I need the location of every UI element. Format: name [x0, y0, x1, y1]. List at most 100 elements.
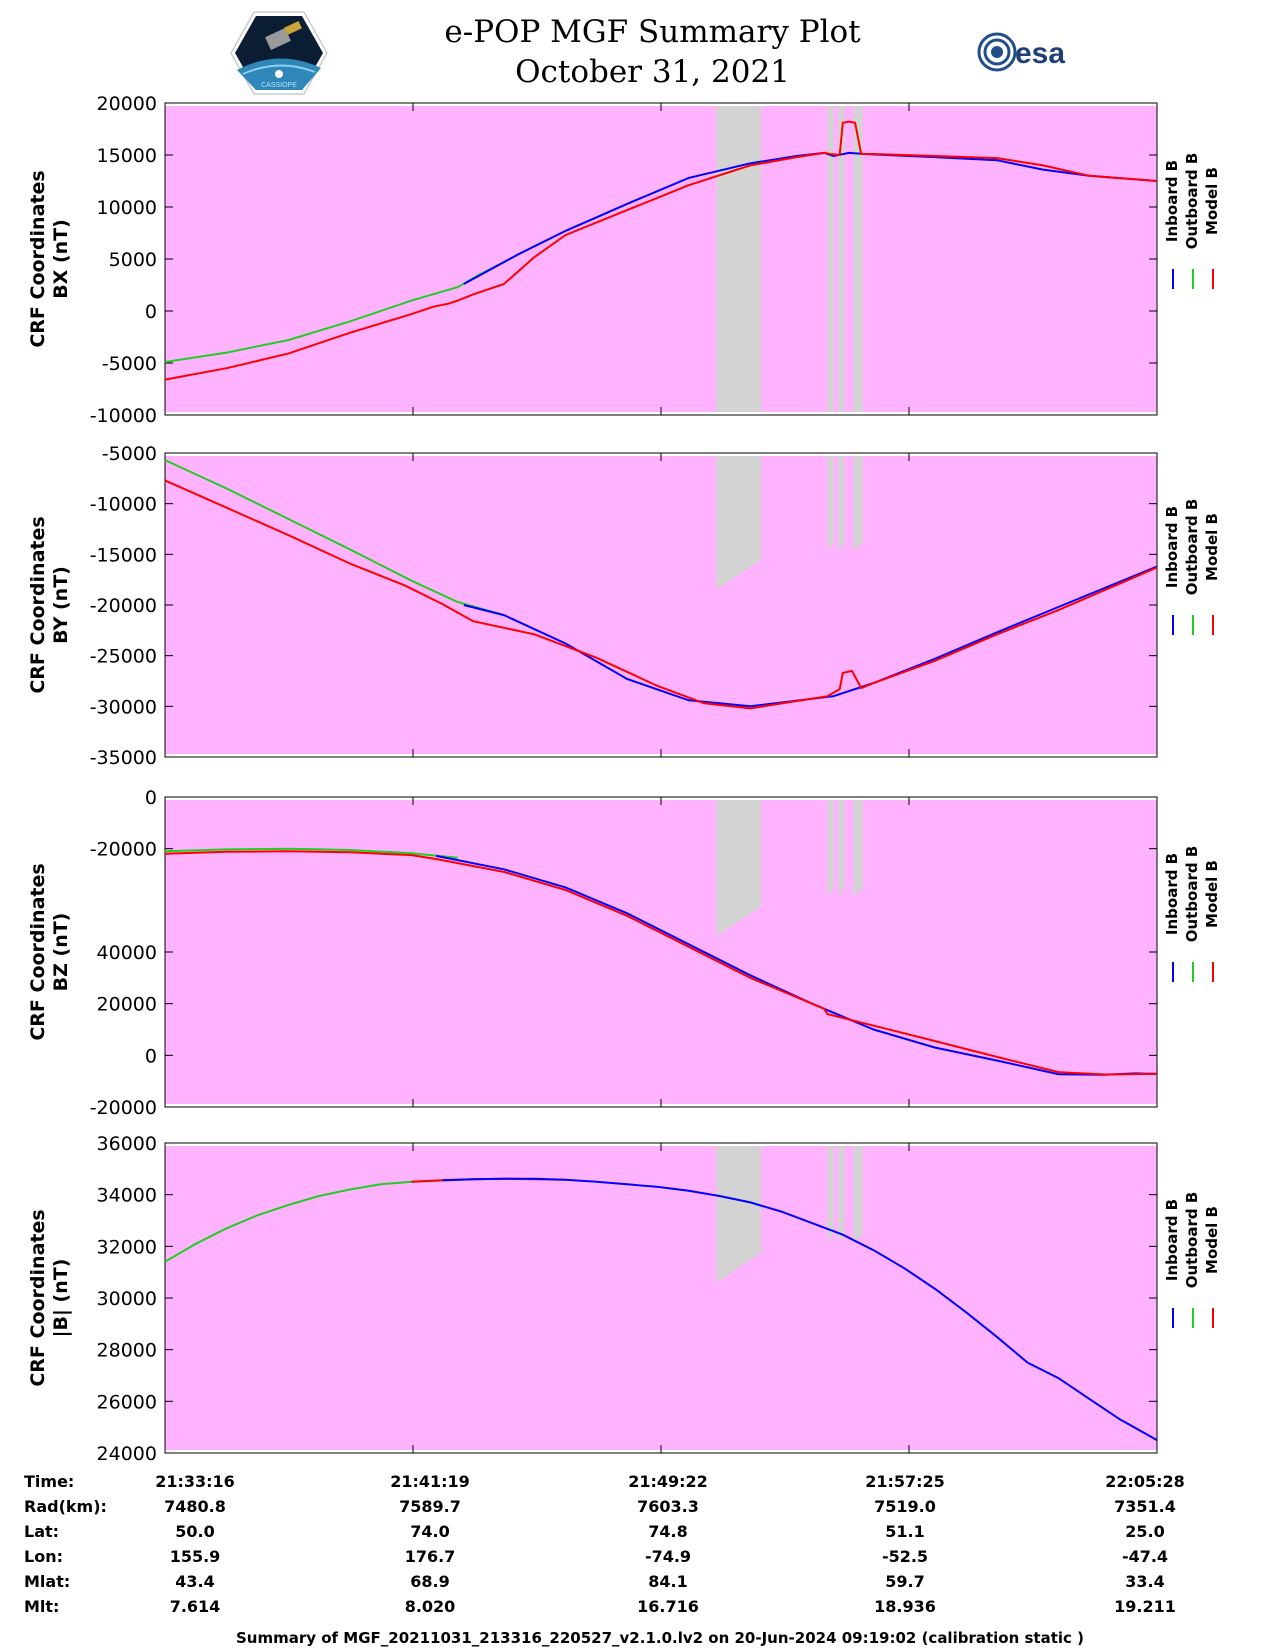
data-gap-band [827, 800, 834, 897]
table-row-label: Lat: [24, 1522, 60, 1541]
y-tick-label: -5000 [102, 353, 157, 375]
legend-label: Model B [1203, 860, 1221, 928]
y-tick-label: 24000 [97, 1443, 157, 1465]
data-gap-band [838, 456, 845, 551]
plot-background [165, 106, 1157, 412]
y-axis-label-line2: BZ (nT) [50, 913, 72, 992]
legend-label: Inboard B [1163, 1199, 1181, 1281]
legend: Inboard B Outboard B Model B [1163, 153, 1221, 289]
y-axis-label: CRF Coordinates|B| (nT) [27, 1209, 72, 1386]
table-cell: 155.9 [169, 1547, 221, 1566]
table-cell: 7480.8 [164, 1497, 226, 1516]
y-tick-label: -20000 [90, 839, 157, 861]
y-tick-label: -10000 [90, 405, 157, 427]
y-axis-label-line1: CRF Coordinates [27, 170, 49, 347]
plot-title: e-POP MGF Summary Plot [444, 14, 861, 50]
y-tick-label: 26000 [97, 1391, 157, 1413]
y-tick-label: -10000 [90, 494, 157, 516]
y-axis-label-line1: CRF Coordinates [27, 516, 49, 693]
series-model-b [164, 479, 1158, 710]
x-tick-label: 22:05:28 [1105, 1472, 1185, 1491]
plot-background [165, 800, 1157, 1104]
y-axis-label-line1: CRF Coordinates [27, 1209, 49, 1386]
table-cell: 18.936 [874, 1597, 936, 1616]
legend-label: Inboard B [1163, 160, 1181, 242]
legend-label: Outboard B [1183, 846, 1201, 943]
legend-label: Inboard B [1163, 506, 1181, 588]
plot-date: October 31, 2021 [515, 54, 790, 90]
table-cell: 7.614 [169, 1597, 221, 1616]
y-tick-label: -25000 [90, 646, 157, 668]
table-cell: -52.5 [881, 1547, 929, 1566]
panel-2: -5000 -10000 -15000 -20000 -25000 -30000 -3500… [27, 443, 1221, 769]
y-tick-label: 10000 [97, 197, 157, 219]
data-gap-band [838, 1146, 845, 1243]
y-tick-label: 0 [145, 301, 157, 323]
y-axis-label-line2: BX (nT) [50, 219, 72, 299]
footer-caption: Summary of MGF_20211031_213316_220527_v2… [235, 1629, 1084, 1647]
table-cell: 176.7 [404, 1547, 456, 1566]
y-axis-label-line2: |B| (nT) [50, 1259, 72, 1338]
table-cell: 7589.7 [399, 1497, 461, 1516]
y-tick-label: 28000 [97, 1340, 157, 1362]
data-gap-band [716, 800, 762, 937]
data-gap-band [827, 1146, 834, 1243]
y-tick-label: 0 [145, 787, 157, 809]
cassiope-logo: CASSIOPE [230, 11, 328, 95]
table-cell: 74.8 [648, 1522, 688, 1541]
y-tick-label: -35000 [90, 747, 157, 769]
table-cell: 8.020 [404, 1597, 456, 1616]
data-gap-band [838, 106, 845, 412]
legend-label: Model B [1203, 167, 1221, 235]
y-tick-label: 20000 [97, 93, 157, 115]
table-cell: 16.716 [637, 1597, 699, 1616]
y-axis-label-line1: CRF Coordinates [27, 863, 49, 1040]
table-cell: 68.9 [410, 1572, 450, 1591]
esa-logo-text: esa [1015, 37, 1065, 70]
cassiope-logo-text: CASSIOPE [261, 82, 297, 89]
table-cell: 7351.4 [1114, 1497, 1176, 1516]
table-cell: -47.4 [1121, 1547, 1169, 1566]
legend-label: Outboard B [1183, 499, 1201, 596]
x-tick-label: 21:33:16 [155, 1472, 235, 1491]
data-gap-band [827, 106, 834, 412]
legend-label: Outboard B [1183, 1192, 1201, 1289]
legend-label: Model B [1203, 513, 1221, 581]
table-cell: -74.9 [644, 1547, 692, 1566]
series-model-b [164, 850, 1158, 1076]
y-axis-label: CRF CoordinatesBX (nT) [27, 170, 72, 347]
y-tick-label: -15000 [90, 544, 157, 566]
y-tick-label: -5000 [102, 443, 157, 465]
table-cell: 25.0 [1125, 1522, 1165, 1541]
table-cell: 74.0 [410, 1522, 450, 1541]
data-gap-band [716, 456, 762, 590]
table-row-label: Mlat: [24, 1572, 71, 1591]
y-tick-label: -30000 [90, 696, 157, 718]
table-row-label: Rad(km): [24, 1497, 107, 1516]
y-tick-label: 40000 [97, 942, 157, 964]
x-tick-label: 21:41:19 [390, 1472, 470, 1491]
y-tick-label: 5000 [109, 249, 157, 271]
legend-label: Inboard B [1163, 853, 1181, 935]
legend-label: Outboard B [1183, 153, 1201, 250]
y-tick-label: 36000 [97, 1133, 157, 1155]
series-model-b [164, 120, 1158, 381]
legend: Inboard B Outboard B Model B [1163, 846, 1221, 982]
table-cell: 33.4 [1125, 1572, 1165, 1591]
y-tick-label: -20000 [90, 1097, 157, 1119]
table-cell: 19.211 [1114, 1597, 1176, 1616]
esa-logo: esa [977, 32, 1065, 72]
table-cell: 51.1 [885, 1522, 925, 1541]
y-tick-label: 32000 [97, 1236, 157, 1258]
data-gap-band [838, 800, 845, 897]
table-row-label: Mlt: [24, 1597, 60, 1616]
panel-4: 36000 34000 32000 30000 28000 26000 24000 CRF C… [27, 1133, 1221, 1465]
table-cell: 84.1 [648, 1572, 688, 1591]
data-gap-band [853, 456, 863, 551]
legend: Inboard B Outboard B Model B [1163, 1192, 1221, 1328]
series-inboard-b [442, 1177, 1158, 1441]
data-gap-band [853, 800, 863, 897]
table-cell: 50.0 [175, 1522, 215, 1541]
data-gap-band [853, 106, 863, 412]
